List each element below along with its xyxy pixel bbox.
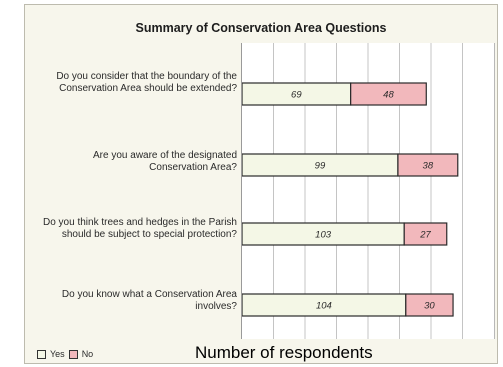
data-label-no-2: 27 xyxy=(419,230,431,241)
question-label: Do you consider that the boundary of the… xyxy=(56,71,237,94)
plot-area: 69 48 99 38 103 27 104 30 xyxy=(241,43,495,339)
data-label-no-0: 48 xyxy=(383,90,394,101)
legend-label-no: No xyxy=(81,349,94,359)
x-axis-label: Number of respondents xyxy=(195,343,373,362)
legend-swatch-yes xyxy=(37,349,46,359)
question-label: Do you know what a Conservation Area inv… xyxy=(61,289,237,312)
data-label-yes-1: 99 xyxy=(315,161,326,172)
bar-no-2 xyxy=(403,222,448,246)
data-label-yes-0: 69 xyxy=(291,90,302,101)
bar-chart-svg: 69 48 99 38 103 27 104 30 xyxy=(242,43,463,339)
bar-no-1 xyxy=(397,153,459,177)
question-label: Are you aware of the designated Conserva… xyxy=(93,150,237,173)
data-label-yes-3: 104 xyxy=(316,301,332,312)
legend-label-yes: Yes xyxy=(50,349,65,359)
bar-no-3 xyxy=(405,293,454,317)
question-label: Do you think trees and hedges in the Par… xyxy=(42,217,237,240)
data-label-no-3: 30 xyxy=(424,301,435,312)
legend-swatch-no xyxy=(68,349,78,359)
legend: Yes No xyxy=(37,349,93,359)
data-label-yes-2: 103 xyxy=(315,230,332,241)
chart-title: Summary of Conservation Area Questions xyxy=(135,21,387,35)
chart-frame: Summary of Conservation Area Questions D… xyxy=(24,4,498,364)
bar-no-0 xyxy=(350,82,427,106)
data-label-no-1: 38 xyxy=(423,161,434,172)
